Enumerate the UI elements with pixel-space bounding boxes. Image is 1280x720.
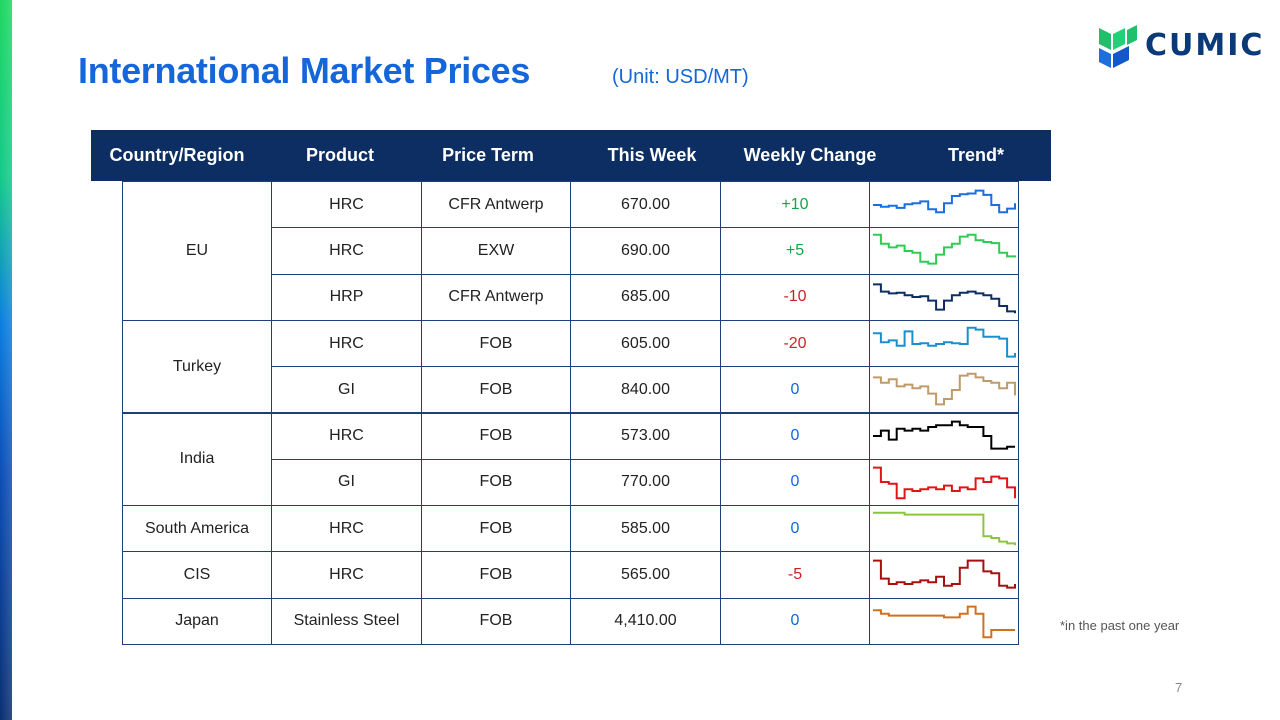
- price-cell: 565.00: [570, 551, 721, 599]
- trend-line: [873, 511, 1016, 545]
- trend-line: [873, 326, 1016, 358]
- trend-sparkline: [873, 420, 1015, 450]
- price-cell: 840.00: [570, 366, 721, 414]
- trend-sparkline-cell: [869, 458, 1019, 507]
- price-term-cell: FOB: [421, 458, 571, 507]
- product-cell: Stainless Steel: [271, 597, 422, 645]
- weekly-change-cell: 0: [720, 505, 870, 553]
- trend-sparkline: [873, 511, 1016, 545]
- trend-line: [873, 372, 1016, 406]
- product-cell: HRC: [271, 181, 422, 229]
- header-price-term: Price Term: [442, 145, 534, 165]
- region-cell: CIS: [122, 551, 272, 599]
- trend-sparkline-cell: [869, 412, 1019, 460]
- header-product: Product: [305, 145, 374, 165]
- region-cell: Turkey: [122, 319, 272, 414]
- trend-sparkline-cell: [869, 319, 1019, 368]
- price-table: EU HRC CFR Antwerp 670.00 +10 HRC EXW 690.00 +5 H…: [122, 181, 1019, 645]
- slide-title: International Market Prices: [78, 50, 531, 91]
- region-cell: South America: [122, 505, 272, 553]
- product-cell: HRC: [271, 319, 422, 368]
- trend-sparkline: [873, 467, 1016, 500]
- region-cell: India: [122, 412, 272, 507]
- price-cell: 670.00: [570, 181, 721, 229]
- header-trend: Trend*: [947, 145, 1004, 165]
- price-term-cell: CFR Antwerp: [421, 181, 571, 229]
- trend-sparkline-cell: [869, 181, 1019, 229]
- price-term-cell: FOB: [421, 319, 571, 368]
- trend-sparkline-cell: [869, 551, 1019, 599]
- page-number: 7: [1175, 680, 1183, 695]
- price-term-cell: FOB: [421, 412, 571, 460]
- region-cell: Japan: [122, 597, 272, 645]
- product-cell: GI: [271, 366, 422, 414]
- header-this-week: This Week: [607, 145, 697, 165]
- price-cell: 770.00: [570, 458, 721, 507]
- trend-sparkline-cell: [869, 227, 1019, 275]
- price-term-cell: FOB: [421, 551, 571, 599]
- trend-line: [873, 189, 1016, 213]
- price-cell: 585.00: [570, 505, 721, 553]
- price-cell: 690.00: [570, 227, 721, 275]
- trend-sparkline: [873, 326, 1016, 358]
- price-term-cell: FOB: [421, 597, 571, 645]
- trend-sparkline-cell: [869, 505, 1019, 553]
- trend-line: [873, 283, 1016, 314]
- price-cell: 685.00: [570, 273, 721, 321]
- price-cell: 4,410.00: [570, 597, 721, 645]
- header-country-region: Country/Region: [109, 145, 245, 165]
- cumic-logo-icon: [1099, 25, 1137, 68]
- product-cell: GI: [271, 458, 422, 507]
- unit-label: (Unit: USD/MT): [612, 66, 749, 88]
- product-cell: HRC: [271, 551, 422, 599]
- weekly-change-cell: +5: [720, 227, 870, 275]
- product-cell: HRP: [271, 273, 422, 321]
- trend-sparkline: [873, 372, 1016, 406]
- weekly-change-cell: 0: [720, 458, 870, 507]
- price-term-cell: FOB: [421, 366, 571, 414]
- weekly-change-cell: +10: [720, 181, 870, 229]
- product-cell: HRC: [271, 227, 422, 275]
- price-cell: 605.00: [570, 319, 721, 368]
- trend-sparkline: [873, 283, 1016, 314]
- trend-sparkline: [873, 189, 1016, 213]
- trend-line: [873, 467, 1016, 500]
- trend-sparkline-cell: [869, 273, 1019, 321]
- weekly-change-cell: 0: [720, 366, 870, 414]
- trend-line: [873, 605, 1015, 639]
- product-cell: HRC: [271, 412, 422, 460]
- trend-sparkline: [873, 233, 1016, 265]
- weekly-change-cell: 0: [720, 412, 870, 460]
- price-term-cell: CFR Antwerp: [421, 273, 571, 321]
- footnote: *in the past one year: [1060, 618, 1180, 633]
- region-cell: EU: [122, 181, 272, 321]
- weekly-change-cell: -20: [720, 319, 870, 368]
- price-cell: 573.00: [570, 412, 721, 460]
- weekly-change-cell: -5: [720, 551, 870, 599]
- price-term-cell: FOB: [421, 505, 571, 553]
- trend-line: [873, 559, 1016, 589]
- trend-sparkline-cell: [869, 597, 1019, 645]
- trend-line: [873, 233, 1016, 265]
- trend-sparkline-cell: [869, 366, 1019, 414]
- product-cell: HRC: [271, 505, 422, 553]
- weekly-change-cell: -10: [720, 273, 870, 321]
- accent-side-bar: [0, 0, 12, 720]
- trend-sparkline: [873, 605, 1015, 639]
- trend-line: [873, 420, 1015, 450]
- header-weekly-change: Weekly Change: [743, 145, 877, 165]
- table-header: Country/Region Product Price Term This W…: [91, 130, 1051, 181]
- weekly-change-cell: 0: [720, 597, 870, 645]
- trend-sparkline: [873, 559, 1016, 589]
- price-term-cell: EXW: [421, 227, 571, 275]
- cumic-logo: CUMIC: [1097, 20, 1262, 70]
- brand-name: CUMIC: [1145, 28, 1265, 63]
